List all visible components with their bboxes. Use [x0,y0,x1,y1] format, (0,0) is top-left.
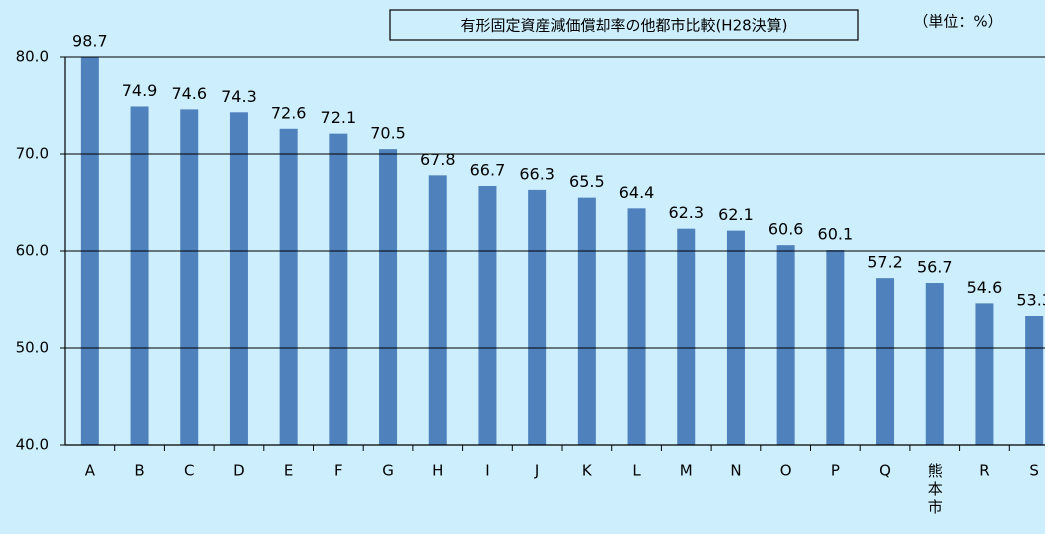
x-tick-label: F [334,462,343,480]
x-tick-label: D [233,462,245,480]
x-tick-label: M [680,462,693,480]
x-tick-label: G [382,462,394,480]
x-tick-label: O [780,462,792,480]
x-tick-label: B [134,462,144,480]
data-label: 72.1 [321,108,357,127]
data-label: 74.6 [171,84,207,103]
bar [925,283,944,445]
bar [1025,315,1044,445]
bar [776,245,795,445]
data-label: 74.3 [221,87,257,106]
bar [975,303,994,445]
plot [80,57,1044,445]
x-tick-label: A [85,462,96,480]
bar [229,112,248,445]
bar [80,57,99,445]
x-tick-label: J [534,462,539,480]
y-tick-label: 60.0 [16,242,49,260]
bar [677,228,696,445]
data-label: 53.3 [1016,290,1045,309]
bar [876,278,895,445]
x-tick-label: C [184,462,194,480]
data-label: 62.3 [668,203,704,222]
x-tick-label: K [582,462,593,480]
bar [279,128,298,445]
bar [329,133,348,445]
y-tick-label: 70.0 [16,145,49,163]
data-label: 54.6 [967,278,1003,297]
data-label: 98.7 [72,32,108,51]
bar [726,230,745,445]
bar [627,208,646,445]
y-tick-label: 40.0 [16,436,49,454]
data-label: 66.3 [519,164,555,183]
unit-label: （単位：%） [913,13,1002,31]
x-tick-label: N [730,462,741,480]
x-tick-label: I [485,462,489,480]
bar [180,109,199,445]
data-label: 74.9 [122,81,158,100]
x-tick-label: L [632,462,641,480]
x-tick-label: R [979,462,989,480]
bar [478,186,497,445]
data-label: 60.6 [768,220,804,239]
data-label: 64.4 [619,183,655,202]
x-tick-label: Q [879,462,891,480]
data-label: 70.5 [370,124,406,143]
x-tick-label: P [831,462,840,480]
data-label: 62.1 [718,205,754,224]
bar [528,189,547,445]
x-tick-label: S [1029,462,1039,480]
data-label: 66.7 [470,161,506,180]
x-tick-label: 熊本市 [926,463,944,517]
bar [577,197,596,445]
bar [379,149,398,445]
y-tick-label: 80.0 [16,48,49,66]
title-box [389,9,859,41]
data-label: 72.6 [271,103,307,122]
bar [130,106,149,445]
data-label: 67.8 [420,150,456,169]
y-tick-label: 50.0 [16,339,49,357]
data-label: 56.7 [917,258,953,277]
data-label: 57.2 [867,253,903,272]
data-label: 65.5 [569,172,605,191]
x-tick-label: E [284,462,293,480]
x-tick-label: H [432,462,443,480]
data-label: 60.1 [818,225,854,244]
chart-title: 有形固定資産減価償却率の他都市比較(H28決算) [460,17,787,35]
bar [428,175,447,445]
